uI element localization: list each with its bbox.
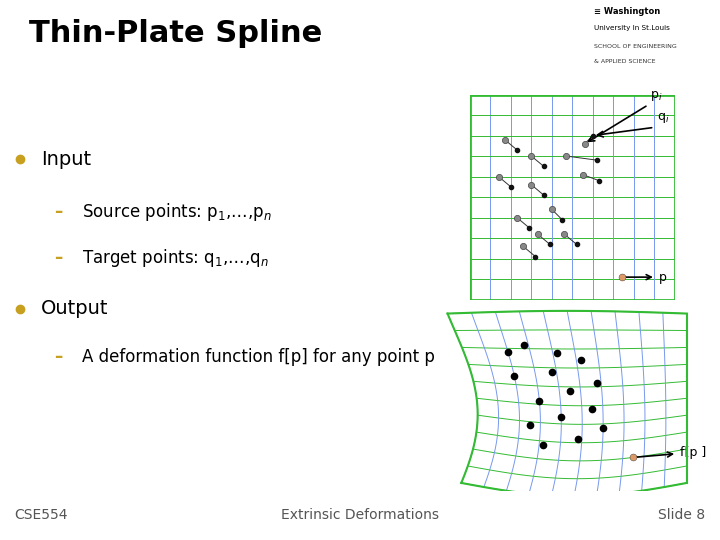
Text: –: –: [55, 202, 63, 220]
Text: Slide 8: Slide 8: [659, 508, 706, 522]
Text: University In St.Louis: University In St.Louis: [594, 25, 670, 31]
Text: Target points: q$_1$,…,q$_n$: Target points: q$_1$,…,q$_n$: [81, 247, 269, 269]
Text: –: –: [55, 249, 63, 267]
Text: Input: Input: [41, 150, 91, 168]
Text: p$_i$: p$_i$: [650, 89, 663, 103]
Text: Output: Output: [41, 299, 108, 318]
Text: Extrinsic Deformations: Extrinsic Deformations: [281, 508, 439, 522]
Text: ≡ Washington: ≡ Washington: [594, 6, 660, 16]
Text: Thin-Plate Spline: Thin-Plate Spline: [29, 19, 322, 48]
Text: f[p ]: f[p ]: [636, 446, 706, 459]
Text: A deformation function f[p] for any point p: A deformation function f[p] for any poin…: [81, 348, 435, 366]
Text: & APPLIED SCIENCE: & APPLIED SCIENCE: [594, 58, 655, 64]
Text: p: p: [624, 271, 667, 284]
Text: CSE554: CSE554: [14, 508, 68, 522]
Text: q$_i$: q$_i$: [657, 111, 669, 125]
Text: –: –: [55, 348, 63, 366]
Text: SCHOOL OF ENGINEERING: SCHOOL OF ENGINEERING: [594, 44, 677, 49]
Text: Source points: p$_1$,…,p$_n$: Source points: p$_1$,…,p$_n$: [81, 200, 271, 222]
